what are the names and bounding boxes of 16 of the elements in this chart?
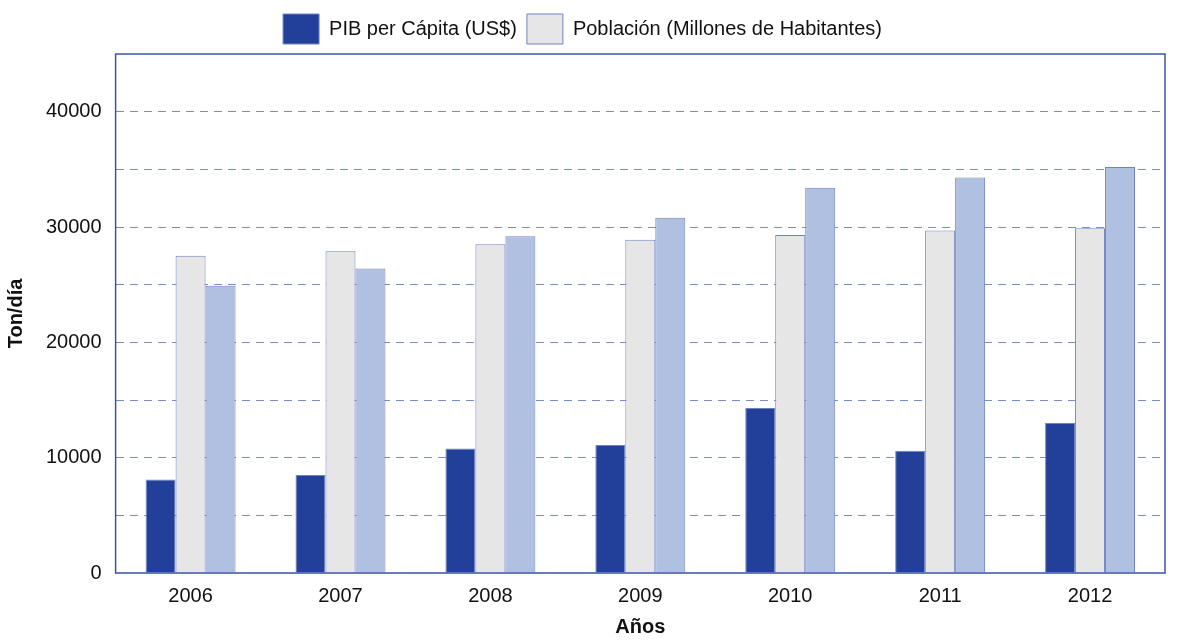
legend-label: Población (Millones de Habitantes) bbox=[572, 16, 882, 39]
x-tick-label: 2011 bbox=[918, 583, 962, 606]
y-tick-label: 20000 bbox=[45, 329, 102, 352]
y-tick-label: 40000 bbox=[45, 99, 102, 122]
legend-label: PIB per Cápita (US$) bbox=[329, 16, 517, 39]
y-tick-label: 10000 bbox=[45, 445, 102, 468]
x-tick-label: 2008 bbox=[468, 583, 513, 606]
x-tick-label: 2010 bbox=[767, 583, 813, 606]
x-axis-title: Años bbox=[615, 614, 666, 637]
x-tick-label: 2006 bbox=[168, 583, 213, 606]
y-tick-label: 30000 bbox=[45, 214, 102, 237]
x-tick-label: 2012 bbox=[1067, 583, 1113, 606]
x-tick-label: 2007 bbox=[318, 583, 363, 606]
y-axis-title: Ton/día bbox=[3, 277, 26, 349]
y-tick-label: 0 bbox=[90, 560, 102, 583]
x-tick-label: 2009 bbox=[618, 583, 663, 606]
